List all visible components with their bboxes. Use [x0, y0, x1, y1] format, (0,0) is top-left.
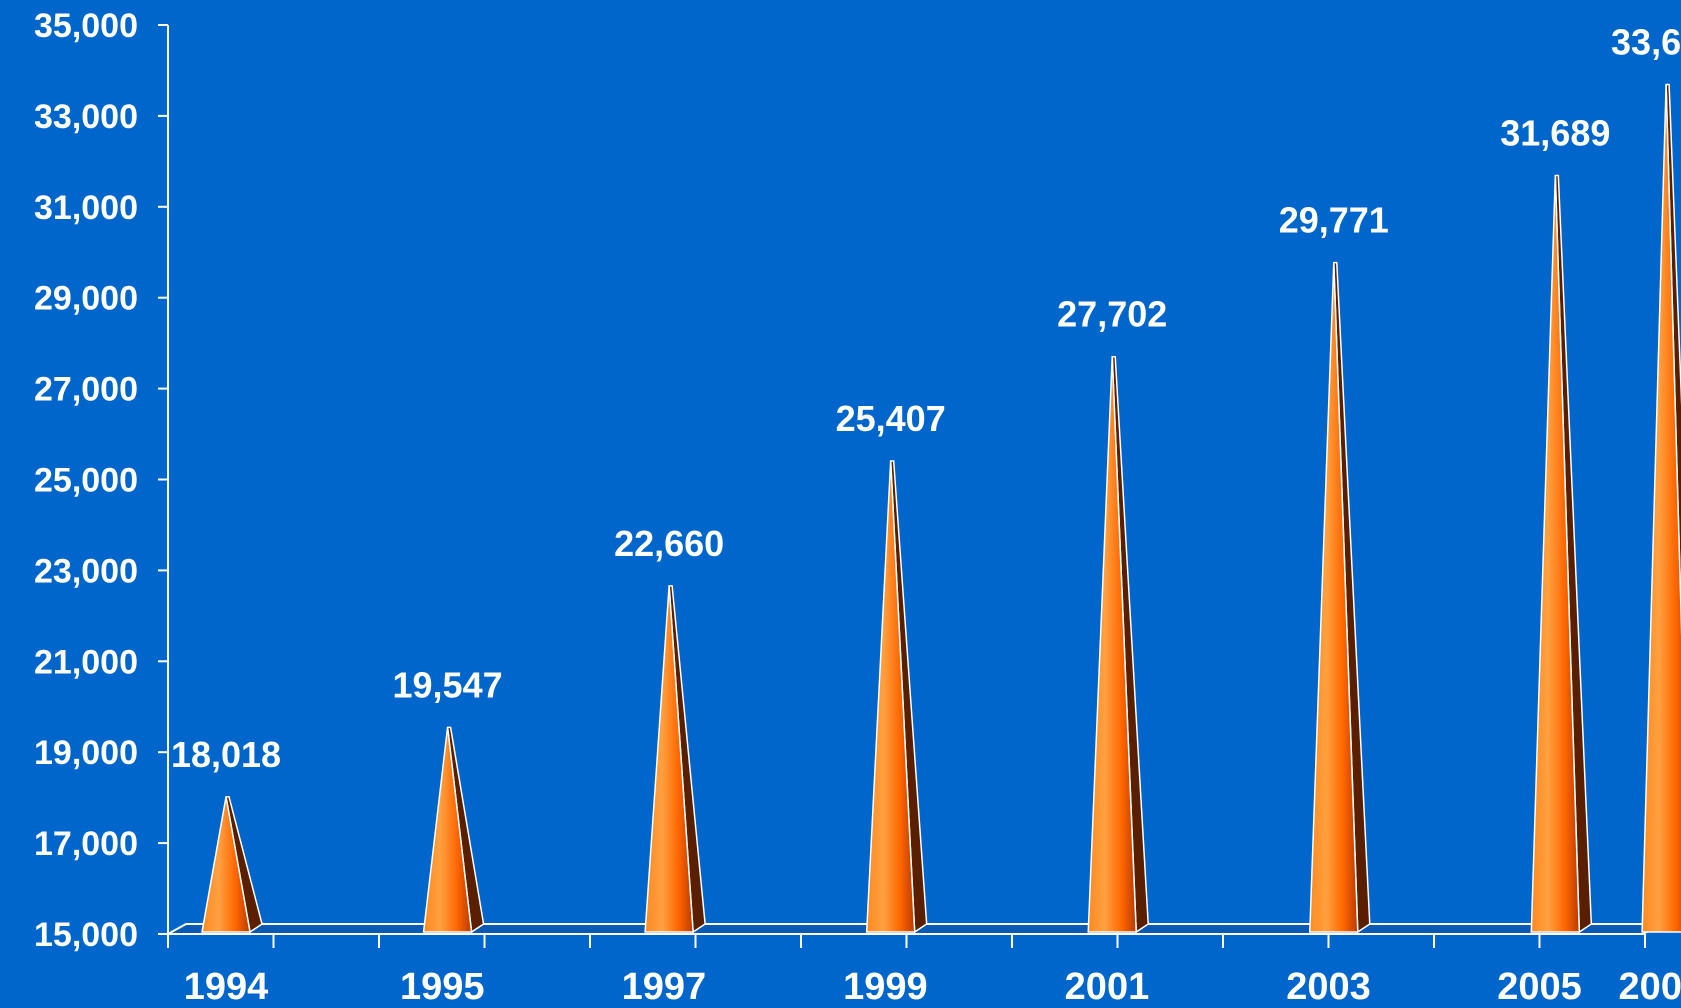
y-tick-label: 23,000	[34, 552, 138, 590]
data-label: 18,018	[171, 734, 281, 775]
y-tick-label: 21,000	[34, 643, 138, 681]
x-tick-label: 1999	[843, 966, 928, 1008]
y-tick-label: 27,000	[34, 371, 138, 409]
bar	[865, 460, 916, 933]
data-label: 19,547	[393, 664, 503, 705]
axes: 15,000 17,000 19,000 21,000 23,000 25,000 27,0…	[34, 7, 1646, 954]
data-label: 27,702	[1057, 294, 1167, 335]
bar	[1308, 262, 1359, 933]
data-label: 29,771	[1279, 200, 1389, 241]
bar	[1530, 175, 1581, 933]
data-label: 33,690	[1611, 22, 1681, 63]
bars	[201, 83, 1681, 934]
x-tick-label: 2005	[1497, 966, 1582, 1008]
y-tick-label: 19,000	[34, 734, 138, 772]
y-tick-label: 17,000	[34, 825, 138, 863]
bar	[201, 796, 251, 933]
y-tick-label: 25,000	[34, 462, 138, 500]
data-label: 25,407	[836, 398, 946, 439]
x-tick-label: 2001	[1065, 966, 1150, 1008]
labels: 18,018 1994 19,547 1995 22,660 1997 25,407 1999…	[171, 22, 1681, 1008]
y-tick-label: 35,000	[34, 7, 138, 45]
x-tick-label: 2003	[1286, 966, 1371, 1008]
bar	[1641, 84, 1681, 933]
bar	[1087, 356, 1138, 933]
data-label: 22,660	[614, 523, 724, 564]
y-tick-label: 15,000	[34, 916, 138, 954]
x-tick-label: 2007	[1619, 966, 1681, 1008]
y-tick-label: 33,000	[34, 98, 138, 136]
x-tick-label: 1997	[622, 966, 707, 1008]
bar	[422, 727, 473, 933]
x-tick-label: 1995	[400, 966, 485, 1008]
bar	[644, 585, 694, 933]
x-tick-label: 1994	[184, 966, 269, 1008]
data-label: 31,689	[1500, 112, 1610, 153]
y-tick-label: 29,000	[34, 280, 138, 318]
y-tick-label: 31,000	[34, 189, 138, 227]
